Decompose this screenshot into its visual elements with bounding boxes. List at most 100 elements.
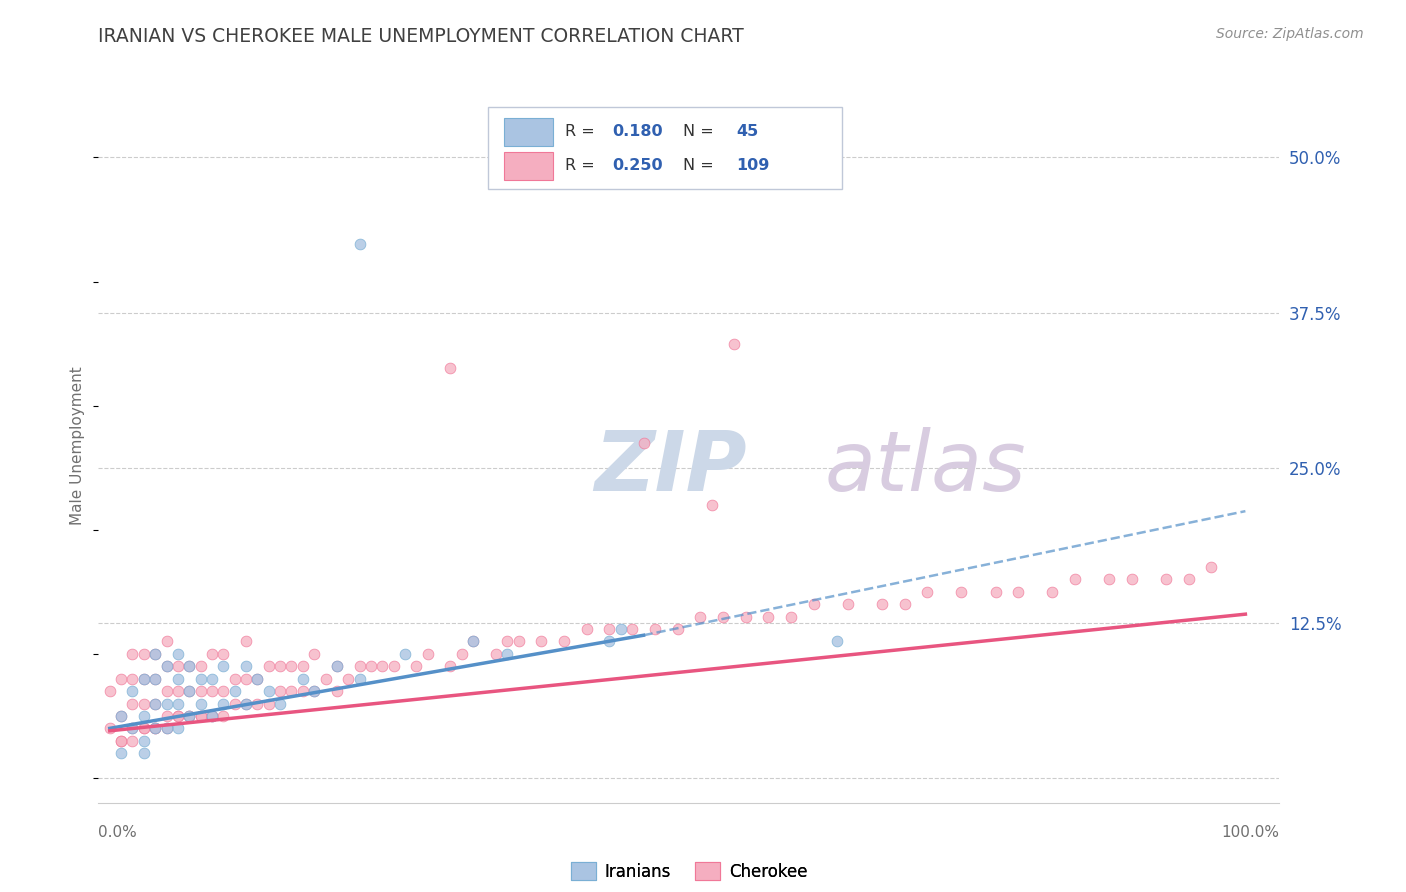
Point	[326, 684, 349, 698]
Point	[416, 647, 439, 661]
Point	[666, 622, 689, 636]
Point	[224, 672, 246, 686]
Point	[394, 647, 416, 661]
Point	[950, 584, 973, 599]
Point	[143, 722, 166, 736]
Point	[349, 672, 371, 686]
Point	[496, 647, 519, 661]
Point	[711, 609, 734, 624]
Point	[110, 733, 132, 747]
Point	[633, 436, 655, 450]
Point	[463, 634, 485, 648]
Point	[212, 659, 235, 673]
Text: N =: N =	[683, 158, 718, 173]
Point	[132, 709, 155, 723]
Point	[1007, 584, 1029, 599]
Point	[405, 659, 427, 673]
Point	[143, 697, 166, 711]
Point	[179, 684, 201, 698]
Point	[485, 647, 508, 661]
Point	[530, 634, 553, 648]
Point	[371, 659, 394, 673]
Point	[610, 622, 633, 636]
FancyBboxPatch shape	[503, 118, 553, 145]
Point	[110, 733, 132, 747]
Point	[257, 697, 280, 711]
Point	[257, 684, 280, 698]
Point	[291, 684, 314, 698]
Point	[463, 634, 485, 648]
Point	[1121, 573, 1143, 587]
Point	[155, 697, 177, 711]
Point	[1154, 573, 1177, 587]
Point	[143, 672, 166, 686]
Point	[621, 622, 644, 636]
Point	[575, 622, 598, 636]
Point	[190, 672, 212, 686]
Text: IRANIAN VS CHEROKEE MALE UNEMPLOYMENT CORRELATION CHART: IRANIAN VS CHEROKEE MALE UNEMPLOYMENT CO…	[98, 27, 744, 45]
Point	[291, 672, 314, 686]
Point	[302, 647, 325, 661]
Point	[167, 709, 190, 723]
Point	[349, 659, 371, 673]
Y-axis label: Male Unemployment: Male Unemployment	[70, 367, 86, 525]
Text: 100.0%: 100.0%	[1222, 825, 1279, 840]
Point	[723, 336, 745, 351]
Text: 109: 109	[737, 158, 769, 173]
Point	[132, 697, 155, 711]
Point	[315, 672, 337, 686]
Point	[143, 672, 166, 686]
Point	[167, 647, 190, 661]
Point	[190, 659, 212, 673]
Point	[246, 672, 269, 686]
Point	[143, 722, 166, 736]
Point	[758, 609, 780, 624]
Point	[143, 647, 166, 661]
Point	[110, 709, 132, 723]
Text: ZIP: ZIP	[595, 427, 747, 508]
Point	[110, 672, 132, 686]
Point	[143, 722, 166, 736]
Point	[121, 722, 143, 736]
Point	[1098, 573, 1121, 587]
Text: 0.180: 0.180	[612, 124, 662, 139]
Point	[212, 709, 235, 723]
Point	[155, 709, 177, 723]
Point	[439, 361, 461, 376]
Point	[917, 584, 939, 599]
Point	[179, 659, 201, 673]
Point	[201, 709, 224, 723]
Point	[155, 659, 177, 673]
Point	[143, 697, 166, 711]
Point	[246, 697, 269, 711]
Point	[598, 634, 620, 648]
Point	[212, 697, 235, 711]
Point	[167, 684, 190, 698]
Point	[235, 672, 257, 686]
Point	[235, 634, 257, 648]
Point	[121, 697, 143, 711]
Point	[167, 659, 190, 673]
Point	[167, 672, 190, 686]
Point	[212, 647, 235, 661]
Point	[201, 672, 224, 686]
Point	[360, 659, 382, 673]
Point	[143, 647, 166, 661]
Point	[257, 659, 280, 673]
Point	[121, 733, 143, 747]
Point	[269, 659, 291, 673]
Point	[326, 659, 349, 673]
Point	[1177, 573, 1199, 587]
Point	[496, 634, 519, 648]
Point	[450, 647, 472, 661]
Text: 0.0%: 0.0%	[98, 825, 138, 840]
Point	[132, 672, 155, 686]
Point	[179, 709, 201, 723]
Point	[179, 684, 201, 698]
Point	[212, 684, 235, 698]
Point	[235, 659, 257, 673]
Point	[280, 659, 302, 673]
Point	[179, 709, 201, 723]
Text: R =: R =	[565, 124, 600, 139]
Point	[110, 709, 132, 723]
